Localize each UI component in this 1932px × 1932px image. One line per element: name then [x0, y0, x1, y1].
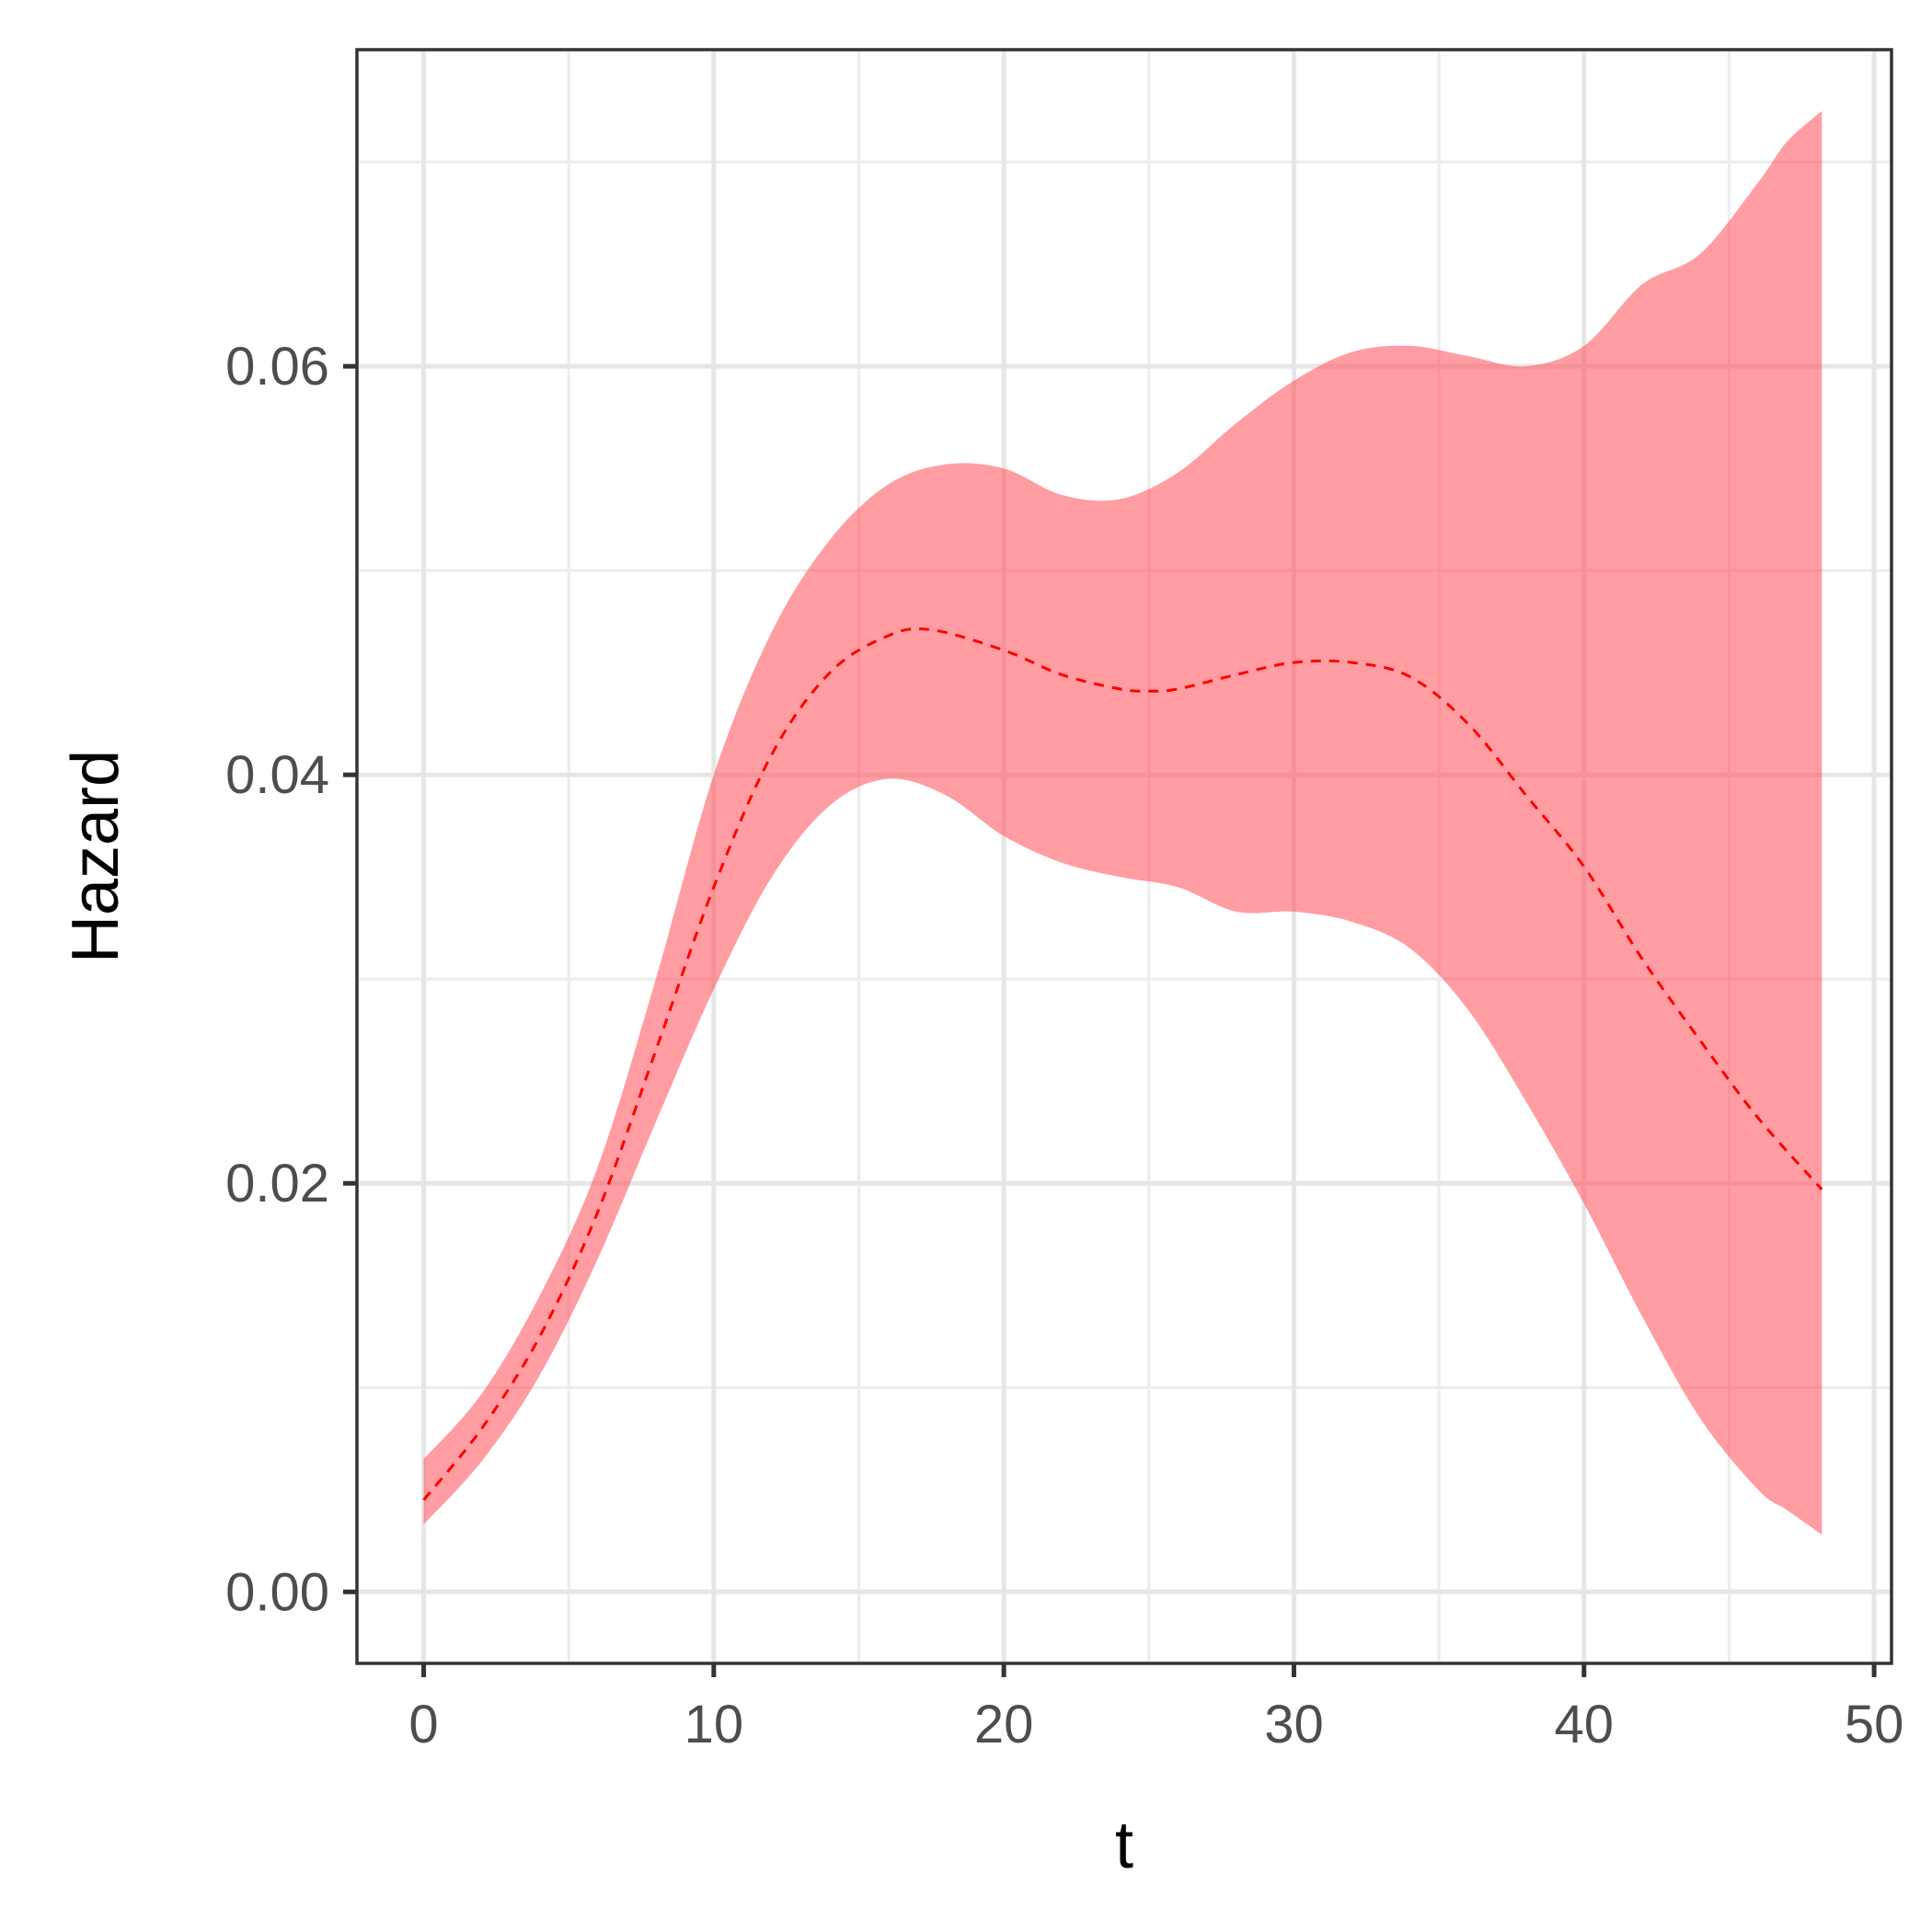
x-tick-label: 40 — [1555, 1695, 1615, 1754]
x-tick-label: 30 — [1264, 1695, 1324, 1754]
plot-panel-border — [355, 48, 1893, 1665]
confidence-ribbon — [423, 110, 1823, 1535]
x-tick-label: 0 — [408, 1695, 438, 1754]
y-tick-label: 0.04 — [225, 745, 329, 805]
y-axis-title: Hazard — [59, 750, 132, 963]
data-layer — [422, 110, 1823, 1535]
x-tick-label: 10 — [684, 1695, 744, 1754]
y-tick-label: 0.06 — [225, 337, 329, 397]
x-tick-label: 50 — [1845, 1695, 1904, 1754]
y-tick-label: 0.02 — [225, 1154, 329, 1213]
x-axis: 0 10 20 30 40 50 — [408, 1663, 1903, 1754]
x-axis-title: t — [1115, 1809, 1133, 1882]
y-axis: 0.00 0.02 0.04 0.06 — [225, 337, 357, 1622]
x-tick-label: 20 — [974, 1695, 1034, 1754]
y-tick-label: 0.00 — [225, 1562, 329, 1622]
hazard-estimate-line — [422, 627, 1823, 1501]
